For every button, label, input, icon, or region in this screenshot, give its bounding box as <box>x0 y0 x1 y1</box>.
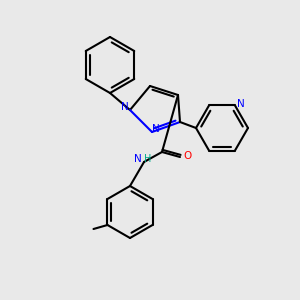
Text: H: H <box>144 154 152 164</box>
Text: O: O <box>183 151 191 161</box>
Text: N: N <box>121 102 129 112</box>
Text: N: N <box>134 154 142 164</box>
Text: N: N <box>237 100 245 110</box>
Text: N: N <box>152 124 160 134</box>
